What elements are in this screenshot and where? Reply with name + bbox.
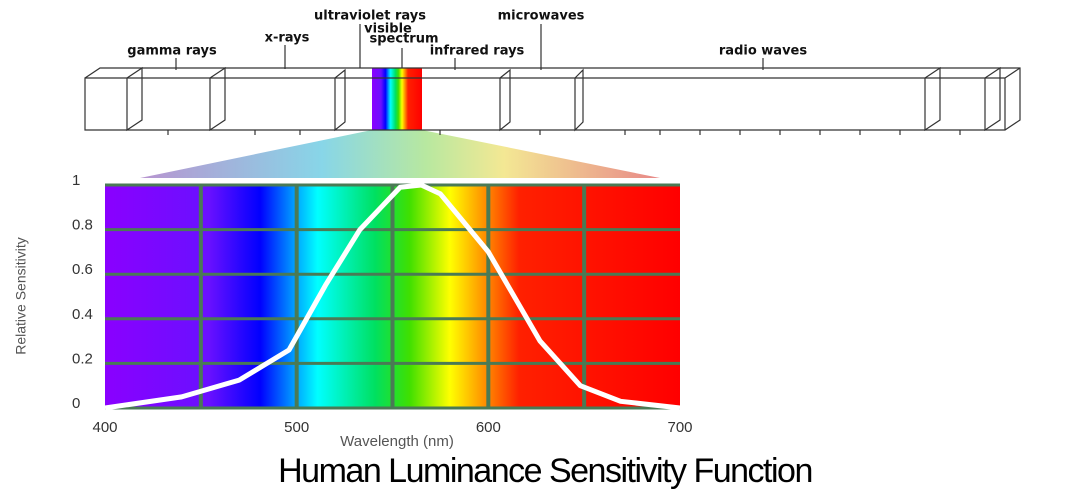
x-tick-label: 500 xyxy=(284,419,309,436)
y-tick-label: 1 xyxy=(72,172,80,189)
spectrum-label: gamma rays xyxy=(127,44,217,59)
x-tick-label: 700 xyxy=(667,419,692,436)
y-tick-label: 0 xyxy=(72,395,80,412)
y-tick-label: 0.8 xyxy=(72,217,93,234)
x-axis-label: Wavelength (nm) xyxy=(340,433,454,450)
x-tick-label: 400 xyxy=(92,419,117,436)
spectrum-label: microwaves xyxy=(498,9,585,24)
spectrum-diagram xyxy=(85,24,1020,178)
chart: gamma rays x-rays ultraviolet rays visib… xyxy=(0,0,1084,500)
y-tick-label: 0.4 xyxy=(72,306,93,323)
y-axis-label: Relative Sensitivity xyxy=(13,237,29,355)
x-tick-label: 600 xyxy=(476,419,501,436)
spectrum-label: x-rays xyxy=(265,31,310,46)
chart-title: Human Luminance Sensitivity Function xyxy=(278,452,812,490)
spectrum-label: infrared rays xyxy=(430,44,525,59)
spectrum-label: radio waves xyxy=(719,44,807,59)
y-tick-label: 0.2 xyxy=(72,350,93,367)
y-tick-label: 0.6 xyxy=(72,261,93,278)
spectrum-label: spectrum xyxy=(370,32,439,47)
